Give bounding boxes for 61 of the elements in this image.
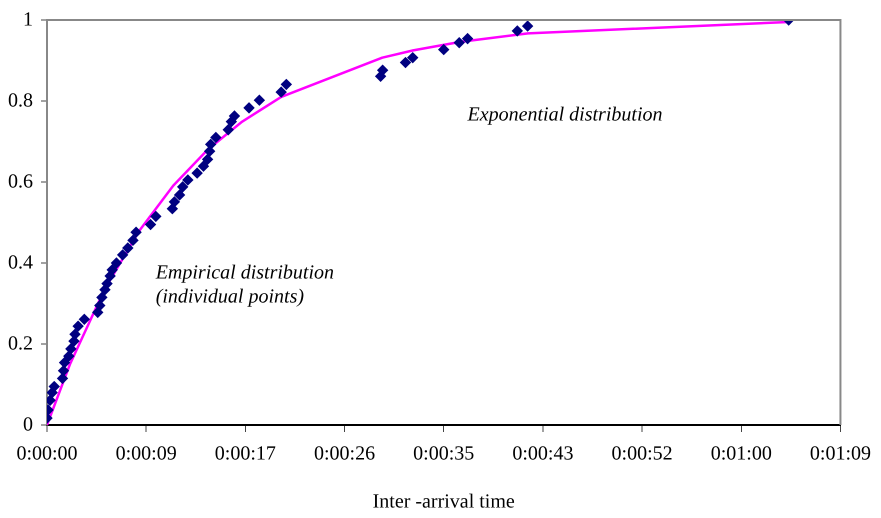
point (276, 86, 287, 98)
annotation: Empirical distribution (individual points) (154, 261, 334, 308)
point (205, 138, 216, 150)
point (182, 174, 194, 186)
point (48, 381, 60, 392)
x-tick-label: 0:00:00 (16, 442, 78, 464)
y-tick-label: 1 (23, 8, 33, 30)
point (56, 372, 68, 384)
y-tick-label: 0.4 (8, 251, 33, 274)
point (94, 300, 106, 312)
point (438, 44, 450, 56)
point (63, 350, 74, 362)
x-tick-label: 0:00:35 (413, 442, 474, 464)
point (106, 264, 118, 276)
point (407, 52, 418, 64)
point (168, 196, 180, 208)
point (454, 37, 465, 48)
point (130, 226, 142, 238)
point (522, 20, 534, 32)
point (377, 64, 388, 76)
point (192, 168, 203, 179)
x-tick-label: 0:00:17 (214, 442, 276, 464)
point (59, 357, 70, 368)
point (58, 365, 70, 376)
y-tick-label: 0.8 (8, 89, 33, 112)
x-tick-label: 0:01:00 (710, 442, 772, 464)
point (202, 154, 214, 165)
point (244, 102, 255, 114)
point (280, 78, 292, 90)
point (228, 110, 240, 122)
x-tick-label: 0:00:52 (612, 442, 673, 464)
point (210, 132, 222, 143)
x-tick-label: 0:00:09 (116, 442, 177, 464)
annotation: Exponential distribution (466, 103, 663, 126)
point (96, 292, 108, 303)
point (122, 242, 134, 254)
point (400, 57, 411, 68)
x-axis-title: Inter -arrival time (372, 490, 515, 512)
point (462, 33, 474, 44)
point (145, 219, 156, 230)
point (150, 210, 162, 222)
x-tick-label: 0:00:43 (512, 442, 574, 464)
point (102, 278, 113, 290)
point (222, 124, 234, 136)
point (174, 189, 186, 200)
point (254, 94, 265, 106)
x-tick-label: 0:01:09 (810, 442, 872, 464)
point (72, 320, 84, 332)
point (198, 160, 209, 172)
point (127, 234, 138, 246)
point (70, 328, 81, 340)
point (110, 258, 122, 268)
y-tick-label: 0 (23, 413, 33, 436)
point (78, 314, 90, 325)
point (117, 249, 128, 260)
x-tick-label: 0:00:26 (314, 442, 376, 464)
point (65, 343, 76, 354)
point (512, 25, 523, 36)
point (177, 181, 188, 192)
y-tick-label: 0.2 (8, 332, 33, 354)
y-tick-label: 0.6 (8, 170, 33, 192)
